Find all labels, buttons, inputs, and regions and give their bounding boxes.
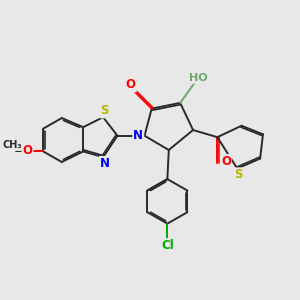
Text: O: O [221, 155, 231, 168]
Text: O: O [22, 144, 32, 158]
Text: N: N [100, 157, 110, 170]
Text: HO: HO [189, 73, 207, 83]
Text: S: S [100, 104, 109, 117]
Text: S: S [235, 168, 243, 181]
Text: CH₃: CH₃ [2, 140, 22, 150]
Text: N: N [133, 129, 143, 142]
Text: Cl: Cl [161, 239, 174, 252]
Text: O: O [126, 78, 136, 92]
